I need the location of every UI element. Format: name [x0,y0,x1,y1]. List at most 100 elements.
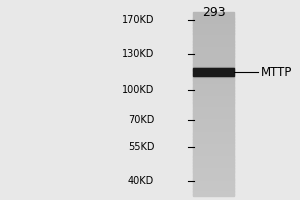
Bar [193,119,234,121]
Bar [193,14,234,15]
Bar [193,98,234,100]
Bar [193,38,234,40]
Bar [193,58,234,60]
Bar [193,68,234,76]
Bar [193,185,234,187]
Bar [193,159,234,161]
Bar [193,18,234,20]
Bar [193,78,234,80]
Bar [193,178,234,180]
Bar [193,64,234,66]
Bar [193,47,234,49]
Bar [193,187,234,189]
Bar [193,93,234,95]
Bar [193,167,234,169]
Bar [193,44,234,46]
Bar [193,107,234,109]
Bar [193,26,234,28]
Bar [193,20,234,22]
Bar [193,173,234,175]
Bar [193,73,234,75]
Bar [193,193,234,195]
Text: 70KD: 70KD [128,115,154,125]
Bar [193,181,234,183]
Bar [193,132,234,134]
Bar [193,95,234,97]
Bar [193,179,234,181]
Bar [193,92,234,94]
Bar [193,56,234,58]
Bar [193,139,234,141]
Bar [193,33,234,35]
Bar [193,184,234,186]
Bar [193,106,234,107]
Bar [193,35,234,37]
Bar [193,69,234,71]
Bar [193,116,234,118]
Text: 55KD: 55KD [128,142,154,152]
Bar [193,158,234,160]
Bar [193,70,234,72]
Bar [193,145,234,147]
Bar [193,175,234,176]
Bar [193,63,234,65]
Text: 170KD: 170KD [122,15,154,25]
Bar [193,176,234,178]
Bar [193,191,234,193]
Bar [193,96,234,98]
Text: 40KD: 40KD [128,176,154,186]
Bar [193,165,234,167]
Bar [193,83,234,84]
Bar [193,135,234,137]
Bar [193,102,234,104]
Bar [193,24,234,26]
Bar [193,87,234,89]
Bar [193,89,234,91]
Bar [193,37,234,38]
Bar [193,23,234,25]
Bar [193,155,234,157]
Bar [193,66,234,68]
Bar [193,144,234,146]
Bar [193,99,234,101]
Bar [193,118,234,120]
Bar [193,161,234,163]
Bar [193,75,234,77]
Bar [193,152,234,153]
Bar [193,148,234,150]
Bar [193,182,234,184]
Bar [193,55,234,57]
Bar [193,41,234,43]
Bar [193,127,234,129]
Bar [193,75,234,77]
Bar [193,150,234,152]
Bar [193,141,234,143]
Bar [193,109,234,111]
Bar [193,136,234,138]
Bar [193,115,234,117]
Bar [193,67,234,69]
Bar [193,72,234,74]
Bar [193,17,234,19]
Bar [193,52,234,54]
Bar [193,121,234,123]
Bar [193,162,234,164]
Bar [193,188,234,190]
Bar [193,43,234,45]
Bar [193,61,234,63]
Bar [193,15,234,17]
Bar [193,129,234,130]
Bar [193,27,234,29]
Bar [193,156,234,158]
Bar [193,49,234,51]
Bar [193,79,234,81]
Bar [193,29,234,31]
Bar [193,90,234,92]
Bar [193,32,234,34]
Bar [193,86,234,88]
Bar [193,60,234,61]
Bar [193,125,234,127]
Bar [193,164,234,166]
Bar [193,69,234,71]
Bar [193,81,234,83]
